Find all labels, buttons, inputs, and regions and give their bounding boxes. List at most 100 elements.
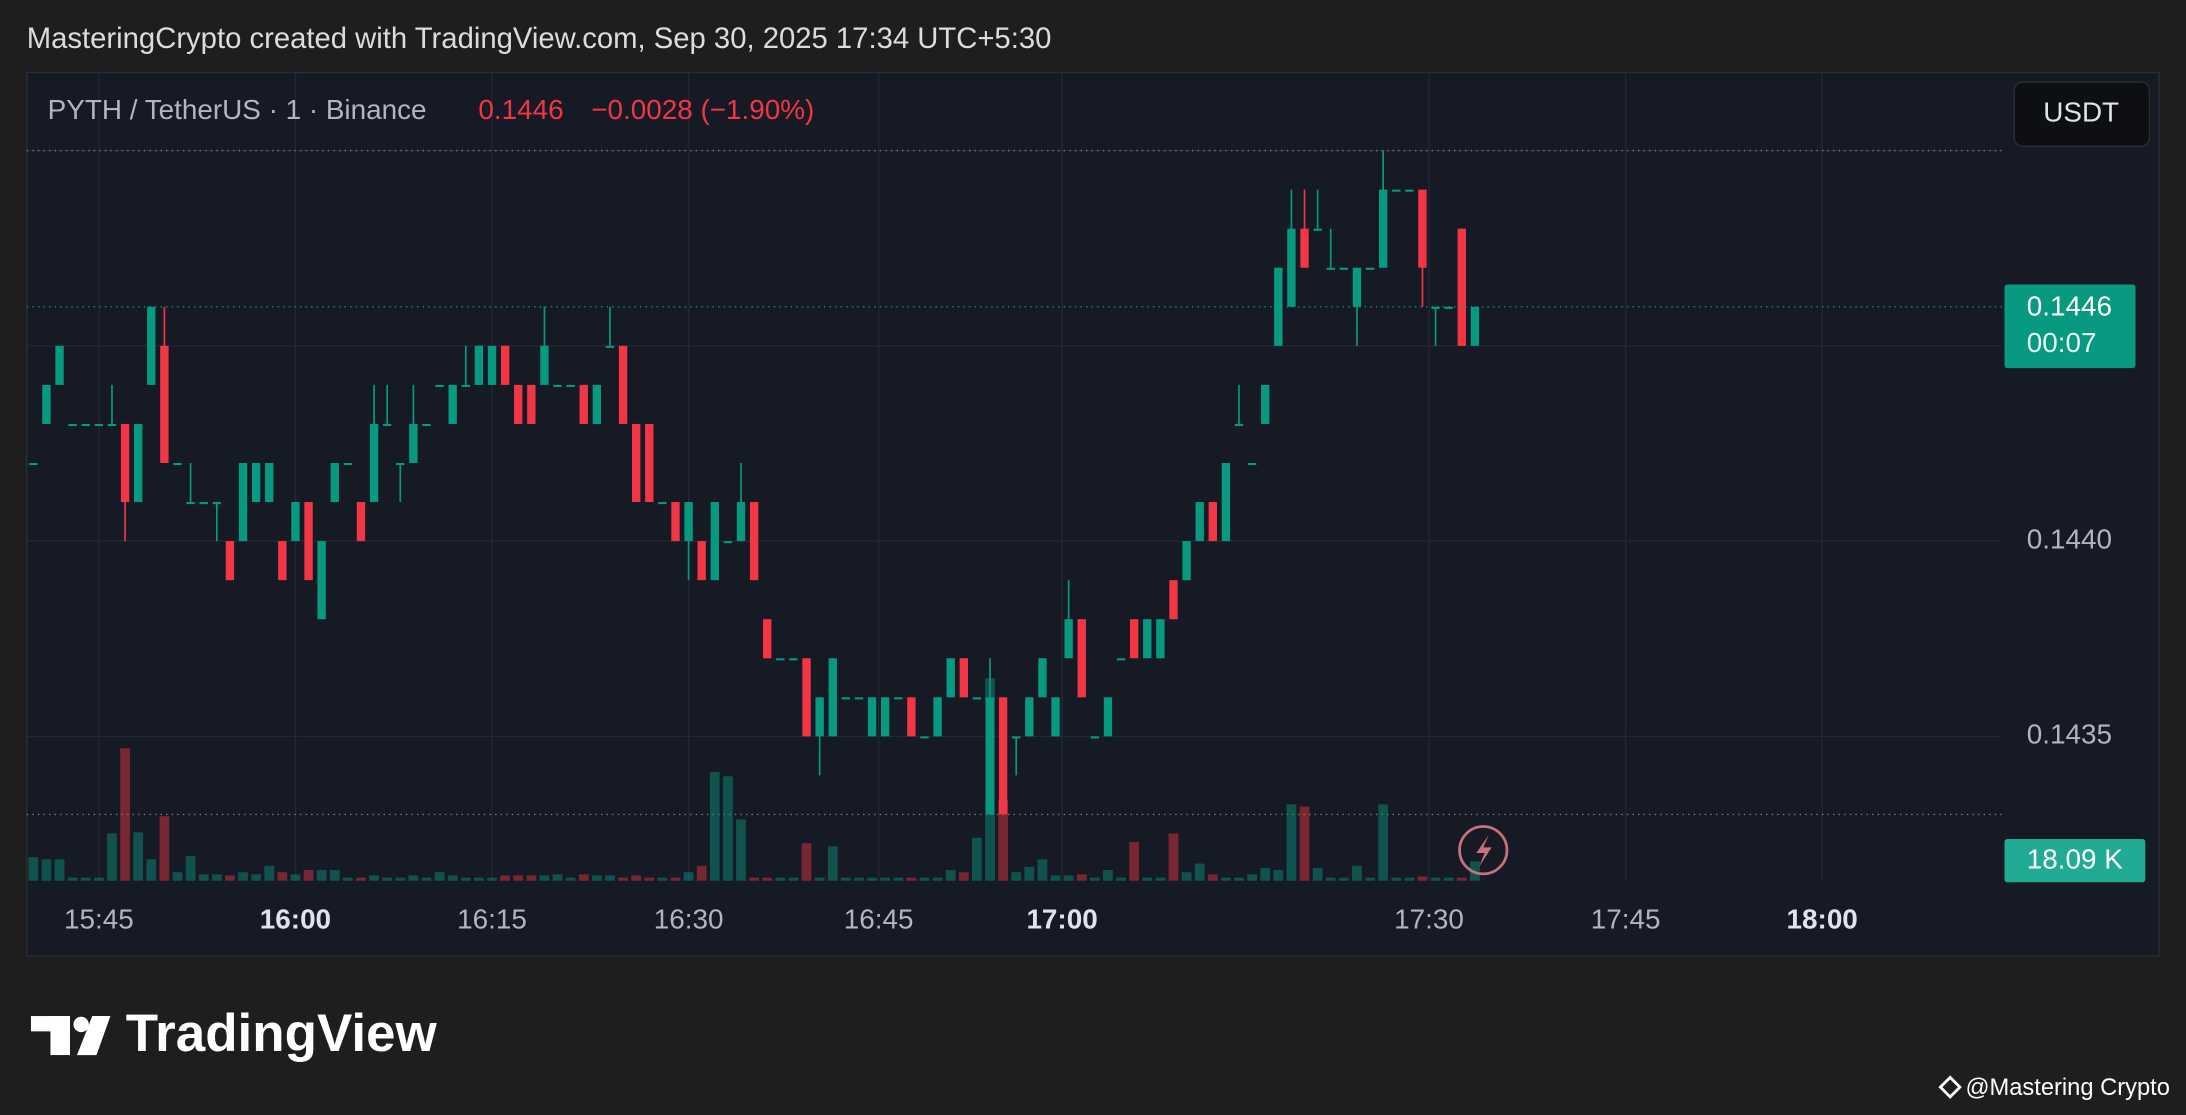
candle-body: [605, 345, 615, 348]
volume-bar: [1194, 863, 1205, 881]
candle-body: [94, 423, 104, 427]
grid: [26, 72, 2002, 881]
volume-bar: [1456, 877, 1467, 881]
candle-body: [1077, 619, 1086, 698]
candle-body: [763, 619, 772, 659]
candle-body: [723, 541, 733, 544]
x-tick-label: 16:30: [654, 904, 724, 935]
y-tick-label: 0.1440: [2027, 523, 2112, 554]
candle-body: [42, 384, 51, 424]
volume-layer: [28, 678, 1480, 881]
volume-bar: [356, 877, 366, 881]
candle-body: [553, 384, 562, 387]
volume-bar: [867, 877, 877, 881]
logo-mark: [73, 1016, 89, 1033]
candle-body: [894, 697, 903, 700]
volume-bar: [146, 859, 157, 881]
volume-bar: [1050, 875, 1061, 881]
candle-body: [684, 502, 693, 542]
volume-bar: [1221, 877, 1231, 881]
volume-bar: [264, 865, 275, 881]
volume-bar: [565, 877, 576, 881]
candle-body: [120, 423, 130, 503]
candle-body: [1313, 228, 1322, 231]
candle-body: [225, 541, 235, 581]
candle-body: [815, 697, 824, 737]
volume-bar: [631, 875, 642, 881]
currency-button[interactable]: [2013, 81, 2151, 148]
chart-pane: [26, 71, 2160, 957]
last-price-badge: [2004, 284, 2136, 369]
volume-bar: [814, 877, 825, 881]
volume-bar: [1273, 870, 1284, 881]
candle-body: [396, 462, 405, 466]
candle-body: [1274, 267, 1283, 346]
volume-bar: [172, 872, 183, 881]
candle-body: [671, 502, 680, 542]
candle-body: [631, 423, 641, 503]
watermark-text: @Mastering Crypto: [1965, 1075, 2169, 1101]
volume-bar: [513, 875, 524, 881]
volume-bar: [1299, 806, 1310, 881]
volume-bar: [185, 856, 196, 881]
volume-bar: [120, 748, 130, 881]
candle-body: [1208, 502, 1217, 542]
lightning-icon[interactable]: [1458, 825, 1509, 876]
volume-bar: [303, 870, 314, 881]
time-axis: 15:45 16:00 16:15 16:30 16:45 17:00 17:30 17:45…: [64, 904, 1858, 935]
currency-label[interactable]: USDT: [2043, 97, 2119, 128]
candle-body: [566, 384, 575, 387]
candle-body: [854, 697, 864, 700]
volume-bar: [1417, 876, 1428, 881]
candle-body: [1116, 658, 1126, 661]
candle-body: [382, 423, 392, 427]
volume-bar: [749, 877, 759, 881]
candle-body: [527, 384, 536, 424]
volume-bar: [998, 800, 1008, 881]
volume-bar: [1430, 877, 1441, 881]
volume-bar: [827, 846, 838, 881]
candle-body: [1090, 736, 1100, 739]
candle-body: [1051, 697, 1060, 737]
lightning-bolt[interactable]: [1476, 834, 1492, 867]
candle-body: [29, 462, 38, 466]
volume-bar: [709, 771, 720, 881]
volume-bar: [290, 874, 301, 881]
candle-body: [68, 423, 77, 427]
candle-body: [1038, 658, 1047, 698]
volume-bar: [107, 833, 117, 881]
candle-body: [278, 541, 287, 581]
candle-body: [448, 384, 457, 424]
candle-body: [461, 384, 470, 387]
volume-bar: [526, 875, 537, 881]
candle-body: [920, 736, 929, 739]
volume-bar: [1089, 877, 1100, 881]
volume-bar: [1286, 804, 1297, 881]
volume-bar: [408, 875, 419, 881]
volume-bar: [605, 875, 615, 881]
legend-price: 0.1446: [478, 94, 563, 125]
volume-bar: [762, 877, 773, 881]
candle-body: [1064, 619, 1073, 659]
candle-body: [435, 384, 444, 387]
volume-bar: [1011, 872, 1022, 881]
volume-bar: [500, 875, 510, 881]
volume-bar: [342, 877, 353, 881]
candle-body: [1287, 228, 1296, 307]
volume-bar: [1338, 877, 1349, 881]
volume-bar: [1260, 867, 1271, 881]
volume-bar: [369, 875, 379, 881]
volume-bar: [880, 877, 891, 881]
candle-body: [1234, 423, 1244, 427]
candle-body: [317, 541, 326, 620]
volume-bar: [591, 875, 602, 881]
candle-body: [1392, 189, 1401, 192]
candle-body: [409, 423, 418, 463]
candle-body: [1012, 736, 1021, 739]
candle-body: [907, 697, 916, 737]
volume-bar: [54, 859, 65, 881]
candle-body: [998, 697, 1008, 815]
candle-body: [1247, 462, 1257, 466]
candle-body: [933, 697, 942, 737]
volume-bar: [460, 877, 471, 881]
